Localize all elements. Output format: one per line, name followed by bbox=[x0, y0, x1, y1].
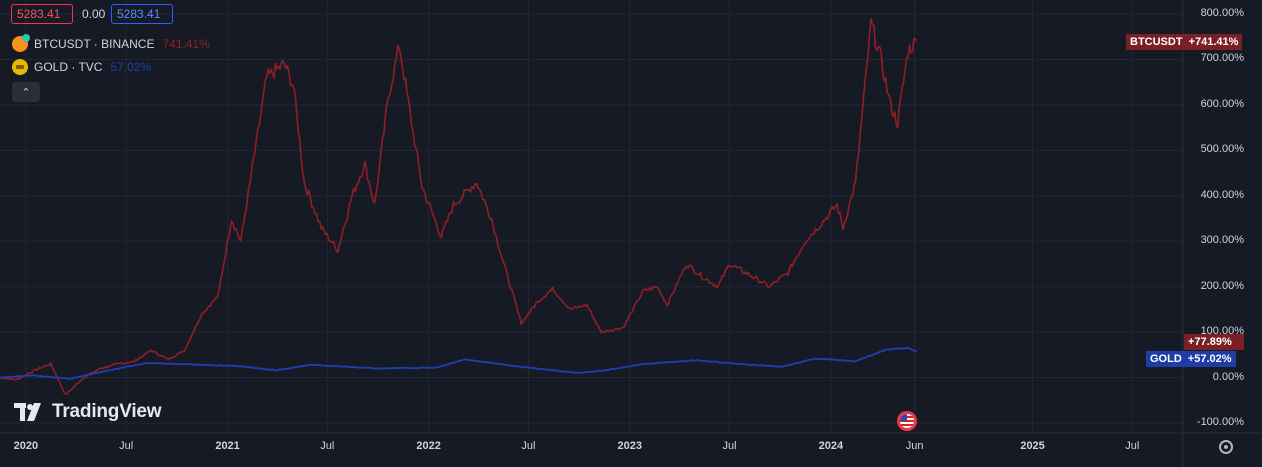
y-tick-label: 700.00% bbox=[1200, 52, 1244, 65]
x-tick-label: 2020 bbox=[13, 440, 39, 452]
x-tick-label: 2022 bbox=[416, 440, 441, 452]
y-tick-label: 0.00% bbox=[1212, 370, 1244, 383]
legend-btc[interactable]: BTCUSDT · BINANCE 741.41% bbox=[12, 34, 210, 52]
tradingview-logo-icon bbox=[14, 403, 41, 421]
y-tick-label: -100.00% bbox=[1196, 416, 1244, 428]
watermark-text: TradingView bbox=[52, 401, 162, 422]
grid-lines bbox=[0, 0, 1183, 433]
x-tick-label: 2024 bbox=[818, 440, 844, 452]
gold-icon bbox=[12, 59, 28, 75]
price-change: 0.00 bbox=[82, 7, 106, 21]
x-tick-label: 2025 bbox=[1020, 440, 1045, 452]
series-line-gold[interactable] bbox=[0, 346, 918, 380]
x-tick-label: Jul bbox=[119, 440, 134, 452]
gold-tag-label: GOLD bbox=[1150, 353, 1182, 365]
legend-gold-name: GOLD · TVC bbox=[34, 60, 103, 74]
btc-tag-label: BTCUSDT bbox=[1130, 36, 1183, 48]
chevron-up-icon: ⌃ bbox=[21, 86, 31, 99]
y-tick-label: 200.00% bbox=[1200, 279, 1244, 292]
legend-gold[interactable]: GOLD · TVC 57.02% bbox=[12, 59, 151, 75]
x-tick-label: Jul bbox=[722, 440, 737, 452]
y-tick-label: 800.00% bbox=[1200, 7, 1244, 19]
y-tick-label: 400.00% bbox=[1200, 188, 1244, 201]
btc-secondary-tag: +77.89% bbox=[1184, 334, 1244, 350]
price-box-right[interactable]: 5283.41 bbox=[111, 4, 173, 24]
gold-price-tag: GOLD +57.02% bbox=[1146, 351, 1236, 367]
collapse-legend-button[interactable]: ⌃ bbox=[12, 82, 40, 102]
btc-tag-value: +741.41% bbox=[1188, 36, 1239, 48]
series-layer bbox=[0, 18, 918, 395]
legend-btc-value: 741.41% bbox=[162, 37, 210, 51]
us-flag-event-icon[interactable] bbox=[897, 411, 917, 431]
x-tick-label: Jul bbox=[320, 440, 335, 452]
y-tick-label: 600.00% bbox=[1200, 97, 1244, 110]
series-line-btcusdt[interactable] bbox=[0, 18, 918, 395]
price-box-left[interactable]: 5283.41 bbox=[11, 4, 73, 24]
x-tick-label: Jul bbox=[521, 440, 536, 452]
x-tick-label: 2021 bbox=[215, 440, 240, 452]
gold-tag-value: +57.02% bbox=[1187, 353, 1232, 365]
legend-btc-name: BTCUSDT · BINANCE bbox=[34, 37, 155, 51]
y-tick-label: 300.00% bbox=[1200, 234, 1244, 247]
legend-gold-value: 57.02% bbox=[110, 60, 152, 74]
bitcoin-icon bbox=[12, 34, 30, 52]
x-tick-label: Jun bbox=[905, 440, 924, 452]
tradingview-watermark[interactable]: TradingView bbox=[14, 401, 162, 423]
y-tick-label: 500.00% bbox=[1200, 143, 1244, 156]
x-tick-label: 2023 bbox=[617, 440, 643, 452]
us-flag-icon bbox=[900, 414, 914, 428]
gear-icon[interactable] bbox=[1219, 440, 1233, 454]
x-tick-label: Jul bbox=[1125, 440, 1140, 452]
btc-price-tag: BTCUSDT +741.41% bbox=[1126, 34, 1243, 50]
